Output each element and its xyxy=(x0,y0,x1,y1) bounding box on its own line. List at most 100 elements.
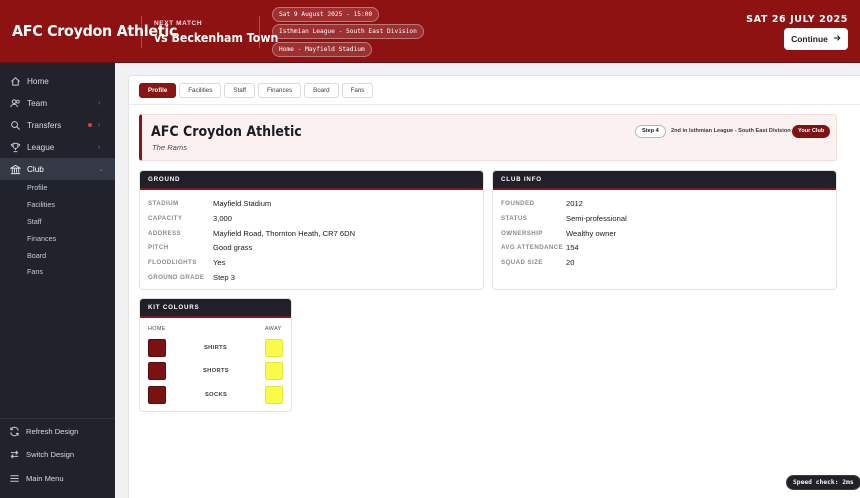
arrow-right-icon xyxy=(833,34,841,44)
ground-value: Mayfield Road, Thornton Heath, CR7 6DN xyxy=(213,229,356,238)
ground-key: PITCH xyxy=(148,244,169,251)
sidebar-item-league[interactable]: League › xyxy=(0,136,115,158)
continue-label: Continue xyxy=(791,34,828,44)
ground-value: Mayfield Stadium xyxy=(213,199,272,208)
tab-fans[interactable]: Fans xyxy=(341,83,374,98)
top-header: AFC Croydon Athletic NEXT MATCH vs Becke… xyxy=(0,0,860,63)
tab-finances[interactable]: Finances xyxy=(257,83,302,98)
sidebar-subitem-board[interactable]: Board xyxy=(27,251,47,260)
club-info-value: Semi-professional xyxy=(566,214,627,223)
sidebar-item-transfers[interactable]: Transfers › xyxy=(0,114,115,136)
sidebar-subitem-profile[interactable]: Profile xyxy=(27,183,48,192)
sidebar-subitem-fans[interactable]: Fans xyxy=(27,267,43,276)
fixture-venue-pill: Home - Mayfield Stadium xyxy=(272,42,372,57)
bottom-item-label: Main Menu xyxy=(26,473,64,483)
bottom-item-label: Refresh Design xyxy=(26,426,79,436)
club-info-value: 2012 xyxy=(566,199,583,208)
club-info-value: Wealthy owner xyxy=(566,229,617,238)
ground-key: FLOODLIGHTS xyxy=(148,259,197,266)
team-icon xyxy=(10,98,21,109)
home-shorts-swatch xyxy=(148,362,166,380)
kit-row-label: SHIRTS xyxy=(204,345,228,351)
fixture-date-pill: Sat 9 August 2025 - 15:00 xyxy=(272,7,380,22)
club-info-card: CLUB INFO FOUNDED 2012 STATUS Semi-profe… xyxy=(492,170,837,290)
league-position: 2nd in Isthmian League - South East Divi… xyxy=(671,128,791,134)
away-shirts-swatch xyxy=(265,339,283,357)
ground-value: Yes xyxy=(213,258,226,267)
search-icon xyxy=(10,120,21,131)
club-nickname: The Rams xyxy=(152,143,188,152)
fixture-league-pill: Isthmian League - South East Division xyxy=(272,24,424,39)
menu-icon xyxy=(9,473,20,484)
kit-row-label: SHORTS xyxy=(203,368,229,374)
kit-colours-card: KIT COLOURS HOME AWAY SHIRTS SHORTS SOCK… xyxy=(139,298,292,412)
banner-title: AFC Croydon Athletic xyxy=(151,124,302,140)
ground-key: CAPACITY xyxy=(148,215,183,222)
club-info-key: OWNERSHIP xyxy=(501,230,543,237)
club-info-heading: CLUB INFO xyxy=(493,171,836,190)
sidebar-divider xyxy=(0,418,115,419)
club-info-value: 154 xyxy=(566,243,579,252)
step-badge: Step 4 xyxy=(635,125,666,138)
ground-key: GROUND GRADE xyxy=(148,274,205,281)
bottom-item-label: Switch Design xyxy=(26,449,75,459)
switch-icon xyxy=(9,449,20,460)
ground-key: ADDRESS xyxy=(148,230,182,237)
club-info-key: SQUAD SIZE xyxy=(501,259,543,266)
notification-dot xyxy=(88,123,92,127)
chevron-down-icon: ⌄ xyxy=(98,166,104,173)
club-banner: AFC Croydon Athletic The Rams Step 4 2nd… xyxy=(139,114,837,161)
tab-board[interactable]: Board xyxy=(304,83,339,98)
refresh-icon xyxy=(9,426,20,437)
sidebar-item-team[interactable]: Team › xyxy=(0,92,115,114)
sidebar-item-label: Transfers xyxy=(27,120,62,130)
kit-home-label: HOME xyxy=(148,326,166,332)
sidebar-subitem-finances[interactable]: Finances xyxy=(27,234,57,243)
speed-check-badge: Speed check: 2ms xyxy=(786,475,860,490)
ground-key: STADIUM xyxy=(148,200,179,207)
current-date: SAT 26 JULY 2025 xyxy=(746,14,848,25)
club-info-value: 20 xyxy=(566,258,575,267)
sidebar-subitem-staff[interactable]: Staff xyxy=(27,217,42,226)
chevron-right-icon: › xyxy=(98,121,101,129)
home-shirts-swatch xyxy=(148,339,166,357)
ground-card: GROUND STADIUM Mayfield Stadium CAPACITY… xyxy=(139,170,484,290)
tab-staff[interactable]: Staff xyxy=(224,83,255,98)
sidebar-item-home[interactable]: Home xyxy=(0,70,115,92)
away-shorts-swatch xyxy=(265,362,283,380)
away-socks-swatch xyxy=(265,386,283,404)
header-divider xyxy=(141,16,142,48)
sidebar-subitem-facilities[interactable]: Facilities xyxy=(27,200,55,209)
header-divider xyxy=(259,16,260,48)
home-socks-swatch xyxy=(148,386,166,404)
ground-heading: GROUND xyxy=(140,171,483,190)
sidebar-item-club[interactable]: Club ⌄ xyxy=(0,158,115,180)
tab-profile[interactable]: Profile xyxy=(139,83,177,98)
main-menu-button[interactable]: Main Menu xyxy=(0,469,115,487)
home-icon xyxy=(10,76,21,87)
ground-value: Step 3 xyxy=(213,273,235,282)
sidebar-item-label: Club xyxy=(27,164,44,174)
club-info-key: FOUNDED xyxy=(501,200,535,207)
kit-row-label: SOCKS xyxy=(205,392,228,398)
main-content: Profile Facilities Staff Finances Board … xyxy=(128,75,860,498)
sidebar: Home Team › Transfers › League › Club ⌄ … xyxy=(0,63,115,498)
club-title: AFC Croydon Athletic xyxy=(12,22,178,40)
kit-heading: KIT COLOURS xyxy=(140,299,291,318)
sidebar-item-label: Home xyxy=(27,76,49,86)
tab-facilities[interactable]: Facilities xyxy=(179,83,222,98)
club-icon xyxy=(10,164,21,175)
trophy-icon xyxy=(10,142,21,153)
continue-button[interactable]: Continue xyxy=(784,28,848,50)
chevron-right-icon: › xyxy=(98,99,101,107)
next-match-label: NEXT MATCH xyxy=(154,20,203,27)
next-opponent: vs Beckenham Town xyxy=(154,30,279,45)
your-club-badge: Your Club xyxy=(792,125,831,138)
switch-design-button[interactable]: Switch Design xyxy=(0,445,115,463)
ground-value: Good grass xyxy=(213,243,253,252)
sidebar-item-label: League xyxy=(27,142,55,152)
club-tabs: Profile Facilities Staff Finances Board … xyxy=(139,83,374,98)
kit-away-label: AWAY xyxy=(265,326,282,332)
sidebar-item-label: Team xyxy=(27,98,48,108)
refresh-design-button[interactable]: Refresh Design xyxy=(0,422,115,440)
